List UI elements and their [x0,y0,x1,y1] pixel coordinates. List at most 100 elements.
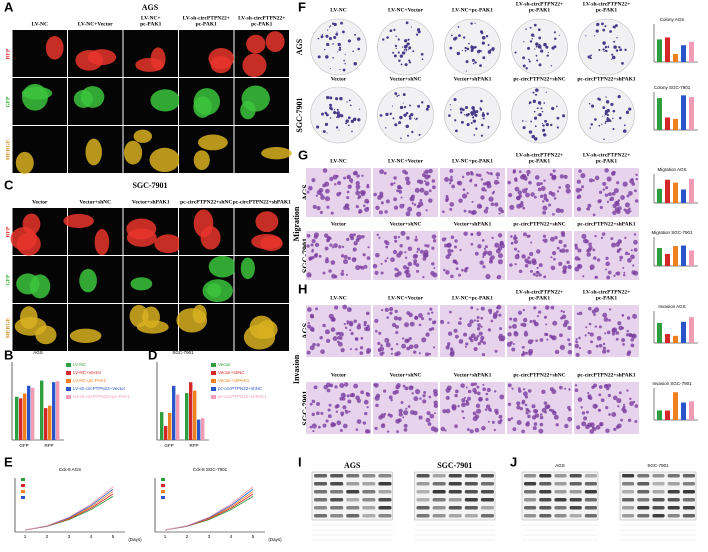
cell [390,257,395,263]
cell [592,256,597,260]
colony [613,40,616,43]
colony [350,119,354,124]
cell [461,268,464,272]
band [652,482,665,486]
cell [485,404,491,409]
cell [431,262,435,266]
band [416,474,430,478]
cell [498,414,503,419]
colony [414,117,416,119]
cell [313,385,318,390]
cell [265,31,285,53]
cell [483,209,489,214]
cell [513,317,518,322]
band [622,474,635,478]
blot-frame [311,471,393,521]
cell [604,332,607,335]
side-label: Migration [292,206,301,241]
colony [540,107,543,110]
cell [80,86,105,108]
colony [398,94,400,96]
cell [363,323,367,327]
cell [463,209,467,213]
cell [538,273,542,277]
cell [429,307,433,311]
legend-swatch [21,490,25,493]
cell [136,320,169,334]
colony [461,50,463,52]
cell [464,267,468,271]
cell [517,387,521,391]
cell [542,234,547,238]
cell [588,396,593,401]
cell [432,320,436,325]
cell [366,406,369,409]
colony [623,124,626,127]
cell [417,204,421,208]
cell [548,203,552,207]
cell [617,405,620,408]
cell [364,429,370,434]
band [480,506,494,510]
cell [620,418,624,422]
cell [559,174,565,179]
colony [482,117,485,120]
cell [396,252,402,258]
band [314,498,328,502]
cell [578,336,581,340]
band [314,514,328,518]
column-label: LV-NC+ [141,15,161,21]
cell [539,182,543,186]
cell [589,429,595,434]
cell [498,333,503,338]
legend-swatch [161,484,165,487]
colony [338,46,341,48]
cell [446,243,451,248]
cell [348,320,354,326]
cell [210,55,232,74]
cell [567,326,572,330]
cell [475,403,481,408]
cell [465,342,469,346]
band [378,498,392,502]
cell [546,338,549,341]
cell [390,182,394,187]
cell [312,342,316,347]
bar [44,408,48,440]
panel-label: A [4,0,14,14]
cell [442,210,445,214]
colony [472,116,475,119]
colony [612,25,616,29]
row-label: MERGE [5,317,11,338]
bar [56,381,60,440]
colony [471,106,475,110]
cell [521,352,525,357]
colony [330,108,334,111]
x-label: RFP [45,443,54,448]
colony [598,124,601,127]
cell [527,414,531,419]
dish [310,18,367,76]
cell [606,349,610,353]
cell [413,203,417,206]
colony [617,95,621,99]
cell [458,273,462,277]
colony [474,61,477,64]
band [464,482,478,486]
colony [405,48,408,51]
cell [391,322,397,328]
column-label: LV-NC+pc-PAK1 [452,7,493,13]
colony [491,47,495,51]
colony [602,28,606,32]
colony [482,111,485,114]
cell [407,405,411,408]
cell [543,315,548,319]
cell [310,243,314,247]
cell [355,181,360,186]
colony [379,114,383,117]
cell [394,389,399,394]
band [362,474,376,478]
band [314,482,328,486]
colony [605,120,607,123]
cell [471,200,474,203]
